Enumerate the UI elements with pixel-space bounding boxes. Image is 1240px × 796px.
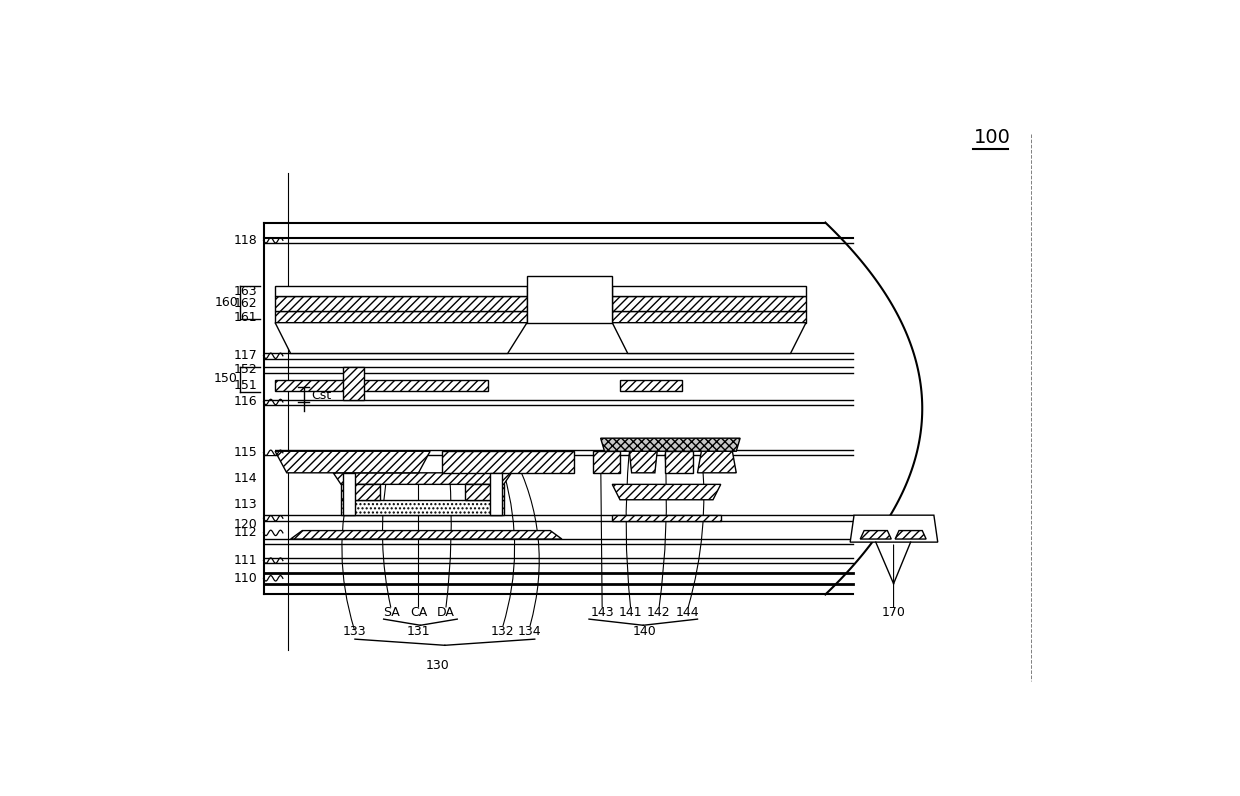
Text: 161: 161: [233, 310, 258, 324]
Polygon shape: [613, 485, 720, 500]
Text: 162: 162: [233, 297, 258, 310]
Polygon shape: [620, 380, 682, 391]
Text: 110: 110: [233, 572, 258, 585]
Polygon shape: [613, 287, 806, 296]
Polygon shape: [263, 404, 275, 455]
Polygon shape: [895, 531, 926, 539]
Polygon shape: [341, 500, 503, 515]
Text: 100: 100: [973, 128, 1011, 147]
Text: 115: 115: [233, 447, 258, 459]
Polygon shape: [441, 451, 573, 473]
Polygon shape: [697, 451, 737, 473]
Text: 134: 134: [517, 625, 541, 638]
Polygon shape: [275, 322, 527, 353]
Polygon shape: [600, 438, 740, 451]
Text: 163: 163: [233, 285, 258, 298]
Polygon shape: [275, 296, 527, 311]
Text: 150: 150: [215, 373, 238, 385]
Text: DA: DA: [436, 607, 455, 619]
Polygon shape: [613, 296, 806, 311]
Polygon shape: [342, 367, 365, 400]
Text: 143: 143: [590, 607, 614, 619]
Text: 132: 132: [490, 625, 515, 638]
Polygon shape: [275, 287, 527, 296]
Text: 114: 114: [233, 473, 258, 486]
Polygon shape: [342, 473, 355, 515]
Polygon shape: [629, 451, 657, 473]
Polygon shape: [593, 451, 620, 473]
Polygon shape: [275, 311, 527, 322]
Polygon shape: [665, 451, 693, 473]
Polygon shape: [861, 531, 892, 539]
Polygon shape: [851, 515, 937, 542]
Polygon shape: [290, 531, 562, 539]
Polygon shape: [613, 322, 806, 353]
Text: 117: 117: [233, 349, 258, 362]
Text: 141: 141: [619, 607, 642, 619]
Polygon shape: [334, 473, 511, 485]
Polygon shape: [527, 276, 613, 322]
Text: 111: 111: [233, 554, 258, 567]
Polygon shape: [341, 485, 379, 500]
Text: SA: SA: [383, 607, 399, 619]
Text: 170: 170: [882, 607, 905, 619]
Text: 140: 140: [632, 625, 657, 638]
Text: 142: 142: [647, 607, 671, 619]
Text: 151: 151: [233, 380, 258, 392]
Text: 112: 112: [233, 526, 258, 540]
Text: 144: 144: [676, 607, 699, 619]
Text: 116: 116: [233, 396, 258, 408]
Text: 152: 152: [233, 363, 258, 377]
Text: 130: 130: [427, 659, 450, 672]
Text: 131: 131: [407, 625, 430, 638]
Text: 118: 118: [233, 234, 258, 247]
Text: 133: 133: [343, 625, 367, 638]
Polygon shape: [275, 380, 489, 391]
Polygon shape: [275, 451, 430, 473]
Polygon shape: [465, 485, 503, 500]
Text: 120: 120: [233, 518, 258, 531]
Text: CA: CA: [410, 607, 427, 619]
Polygon shape: [490, 473, 502, 515]
Text: 160: 160: [215, 296, 238, 309]
Polygon shape: [613, 311, 806, 322]
Text: Cst: Cst: [311, 389, 331, 402]
Polygon shape: [613, 515, 720, 521]
Text: 113: 113: [233, 498, 258, 511]
